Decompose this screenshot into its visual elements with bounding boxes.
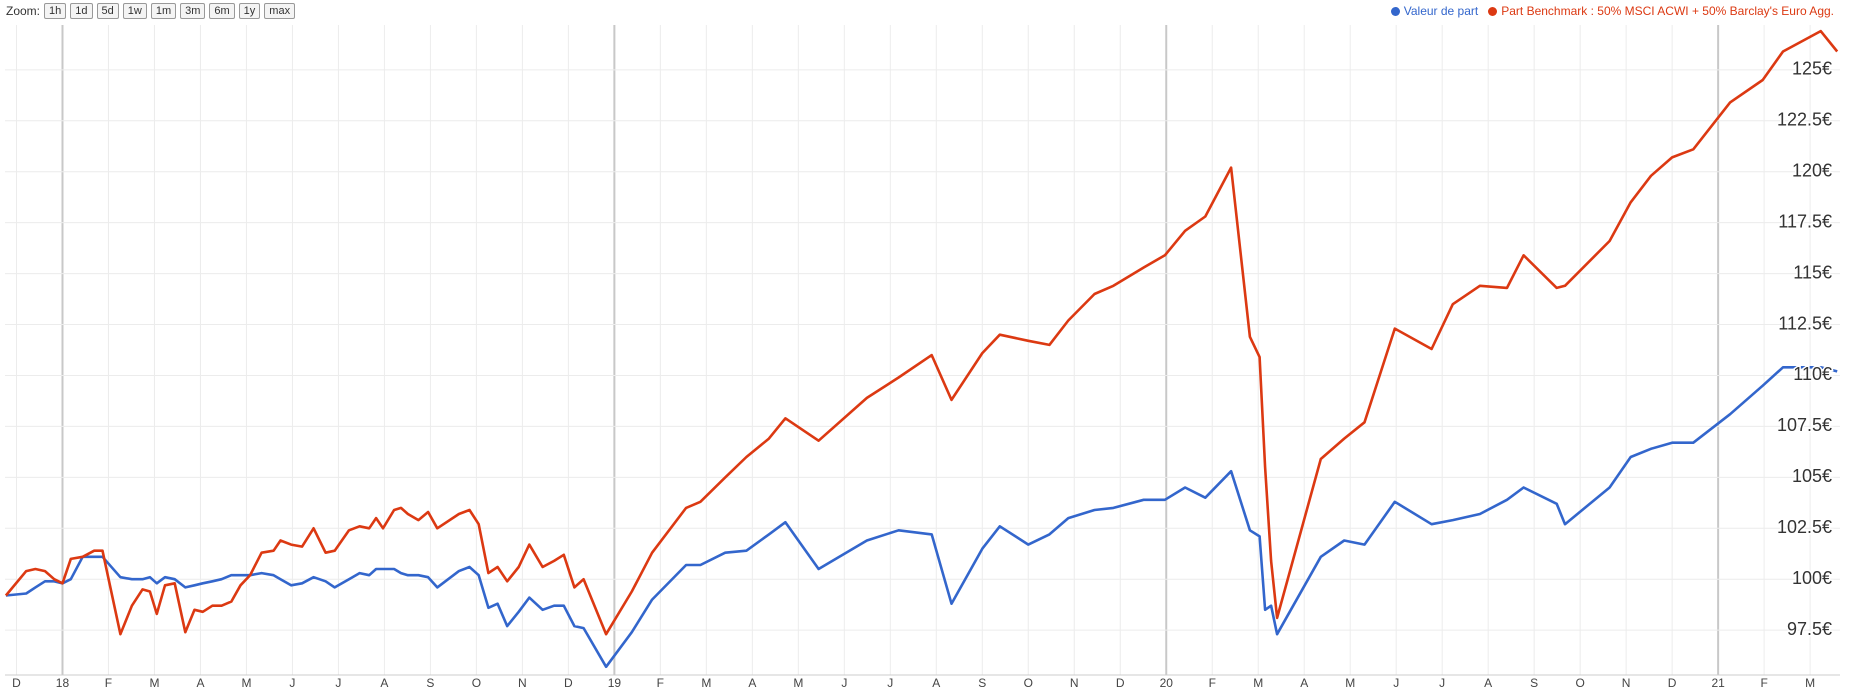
series-line — [4, 29, 1839, 636]
x-tick-label: M — [1345, 676, 1355, 690]
x-tick-label: F — [1209, 676, 1216, 690]
x-tick-label: D — [1668, 676, 1677, 690]
x-tick-label: D — [12, 676, 21, 690]
legend-label: Valeur de part — [1403, 4, 1479, 18]
x-tick-label: M — [793, 676, 803, 690]
x-tick-label: F — [657, 676, 664, 690]
x-tick-label: M — [1805, 676, 1815, 690]
x-tick-label: J — [1393, 676, 1399, 690]
zoom-button[interactable]: 1y — [238, 3, 261, 19]
x-tick-label: M — [701, 676, 711, 690]
x-tick-label: 20 — [1160, 676, 1174, 690]
legend-label: Part Benchmark : 50% MSCI ACWI + 50% Bar… — [1501, 4, 1834, 18]
zoom-button[interactable]: 6m — [209, 3, 235, 19]
x-tick-label: N — [1070, 676, 1079, 690]
zoom-button[interactable]: 1d — [70, 3, 93, 19]
plot-background — [5, 25, 1840, 675]
x-tick-label: A — [1300, 676, 1308, 690]
x-tick-label: O — [1575, 676, 1584, 690]
x-tick-label: A — [196, 676, 204, 690]
legend-item: Part Benchmark : 50% MSCI ACWI + 50% Bar… — [1488, 4, 1834, 18]
legend-item: Valeur de part — [1390, 4, 1479, 18]
x-tick-label: N — [1622, 676, 1631, 690]
x-tick-label: J — [289, 676, 295, 690]
y-tick-label: 102.5€ — [1777, 517, 1832, 537]
x-tick-label: J — [887, 676, 893, 690]
zoom-label: Zoom: — [6, 4, 41, 18]
x-tick-label: M — [1253, 676, 1263, 690]
x-tick-label: J — [1439, 676, 1445, 690]
y-tick-label: 120€ — [1792, 160, 1832, 180]
x-tick-label: S — [1530, 676, 1538, 690]
x-tick-label: A — [380, 676, 388, 690]
x-tick-label: D — [1116, 676, 1125, 690]
x-tick-label: F — [105, 676, 112, 690]
y-tick-label: 105€ — [1792, 466, 1832, 486]
x-tick-label: N — [518, 676, 527, 690]
zoom-button[interactable]: 3m — [180, 3, 206, 19]
y-tick-label: 115€ — [1793, 262, 1832, 282]
y-tick-label: 112.5€ — [1778, 313, 1832, 333]
x-tick-label: S — [426, 676, 434, 690]
zoom-button[interactable]: 1w — [122, 3, 147, 19]
zoom-button[interactable]: 5d — [96, 3, 119, 19]
legend-swatch — [1488, 6, 1498, 16]
x-tick-label: J — [335, 676, 341, 690]
x-tick-label: 18 — [56, 676, 70, 690]
y-tick-label: 100€ — [1792, 568, 1832, 588]
x-tick-label: 21 — [1711, 676, 1725, 690]
x-tick-label: F — [1760, 676, 1767, 690]
y-tick-label: 110€ — [1793, 364, 1832, 384]
y-tick-label: 117.5€ — [1778, 211, 1832, 231]
x-tick-label: A — [1484, 676, 1492, 690]
y-tick-label: 122.5€ — [1777, 110, 1832, 130]
zoom-toolbar: Zoom: 1h 1d 5d 1w 1m 3m 6m 1y max — [6, 3, 296, 19]
x-tick-label: O — [472, 676, 481, 690]
y-tick-label: 97.5€ — [1787, 619, 1832, 639]
zoom-button[interactable]: 1h — [44, 3, 67, 19]
zoom-button[interactable]: 1m — [150, 3, 177, 19]
x-tick-label: M — [241, 676, 251, 690]
x-tick-label: S — [978, 676, 986, 690]
series-line — [5, 366, 1838, 669]
legend: Valeur de part Part Benchmark : 50% MSCI … — [1390, 4, 1834, 18]
legend-swatch — [1390, 6, 1400, 16]
x-tick-label: O — [1024, 676, 1033, 690]
y-tick-label: 107.5€ — [1777, 415, 1832, 435]
x-tick-label: A — [932, 676, 940, 690]
zoom-button[interactable]: max — [264, 3, 296, 19]
x-tick-label: 19 — [608, 676, 622, 690]
x-tick-label: A — [748, 676, 756, 690]
x-tick-label: J — [841, 676, 847, 690]
y-tick-label: 125€ — [1792, 59, 1832, 79]
x-tick-label: D — [564, 676, 573, 690]
x-tick-label: M — [149, 676, 159, 690]
